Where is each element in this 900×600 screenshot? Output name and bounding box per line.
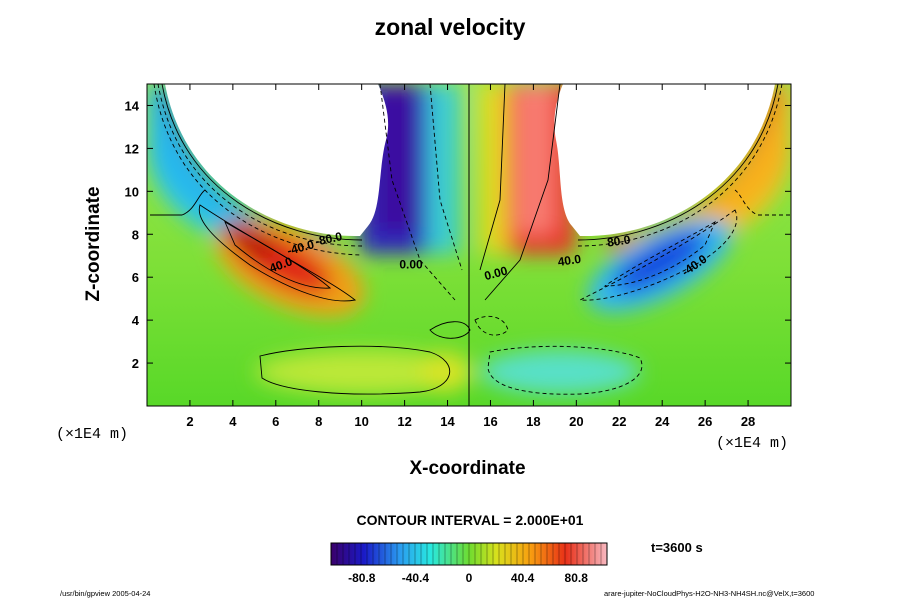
- colorbar-tick-label: -80.8: [348, 571, 376, 585]
- x-axis-ticks: 2 4 6 8 10 12 14 16 18 20 22 24 26 28: [186, 84, 755, 429]
- contour-label: -40.0: [285, 237, 315, 258]
- x-tick-label: 16: [483, 414, 497, 429]
- colorbar-ticks: -80.8 -40.4 0 40.4 80.8: [348, 571, 588, 585]
- contour-label: -80.0: [314, 229, 344, 248]
- y-tick-label: 12: [125, 141, 139, 156]
- y-tick-label: 8: [132, 227, 139, 242]
- y-tick-label: 4: [132, 313, 140, 328]
- x-tick-label: 20: [569, 414, 583, 429]
- chart-title: zonal velocity: [374, 14, 526, 40]
- colorbar-stripes: [336, 543, 602, 565]
- contour-label: 0.00: [399, 258, 423, 272]
- colorbar-frame: [330, 542, 608, 566]
- undefined-region-left: [165, 84, 389, 237]
- colorbar-tick-label: 0: [466, 571, 473, 585]
- y-tick-label: 2: [132, 356, 139, 371]
- contour-lines: [150, 84, 790, 395]
- footer-left: /usr/bin/gpview 2005-04-24: [60, 589, 151, 598]
- contour-label: 80.0: [606, 232, 631, 249]
- x-tick-label: 14: [440, 414, 455, 429]
- x-unit-left: (×1E4 m): [56, 426, 129, 443]
- y-tick-label: 14: [125, 98, 140, 113]
- x-tick-label: 4: [229, 414, 237, 429]
- colorbar-tick-label: 80.8: [565, 571, 589, 585]
- contour-label: 40.0: [557, 252, 582, 269]
- time-label: t=3600 s: [651, 540, 703, 555]
- x-unit-right: (×1E4 m): [716, 435, 789, 452]
- y-axis-label: Z-coordinate: [83, 186, 104, 302]
- x-axis-label: X-coordinate: [409, 458, 526, 479]
- colorbar-tick-label: 40.4: [511, 571, 535, 585]
- x-tick-label: 26: [698, 414, 712, 429]
- y-tick-label: 6: [132, 270, 139, 285]
- x-tick-label: 6: [272, 414, 279, 429]
- undefined-region-right: [554, 84, 775, 237]
- footer-right: arare-jupiter-NoCloudPhys-H2O-NH3-NH4SH.…: [604, 589, 815, 598]
- x-tick-label: 12: [397, 414, 411, 429]
- color-field: [148, 84, 790, 394]
- contour-label: 0.00: [483, 263, 509, 283]
- colorbar-tick-label: -40.4: [402, 571, 430, 585]
- x-tick-label: 2: [186, 414, 193, 429]
- plot-frame: [146, 83, 792, 407]
- x-tick-label: 18: [526, 414, 540, 429]
- x-tick-label: 24: [655, 414, 670, 429]
- x-tick-label: 22: [612, 414, 626, 429]
- y-axis-ticks: 2 4 6 8 10 12 14: [125, 98, 791, 371]
- x-tick-label: 10: [354, 414, 368, 429]
- x-tick-label: 28: [741, 414, 755, 429]
- y-tick-label: 10: [125, 184, 139, 199]
- contour-interval: CONTOUR INTERVAL = 2.000E+01: [356, 512, 584, 528]
- x-tick-label: 8: [315, 414, 322, 429]
